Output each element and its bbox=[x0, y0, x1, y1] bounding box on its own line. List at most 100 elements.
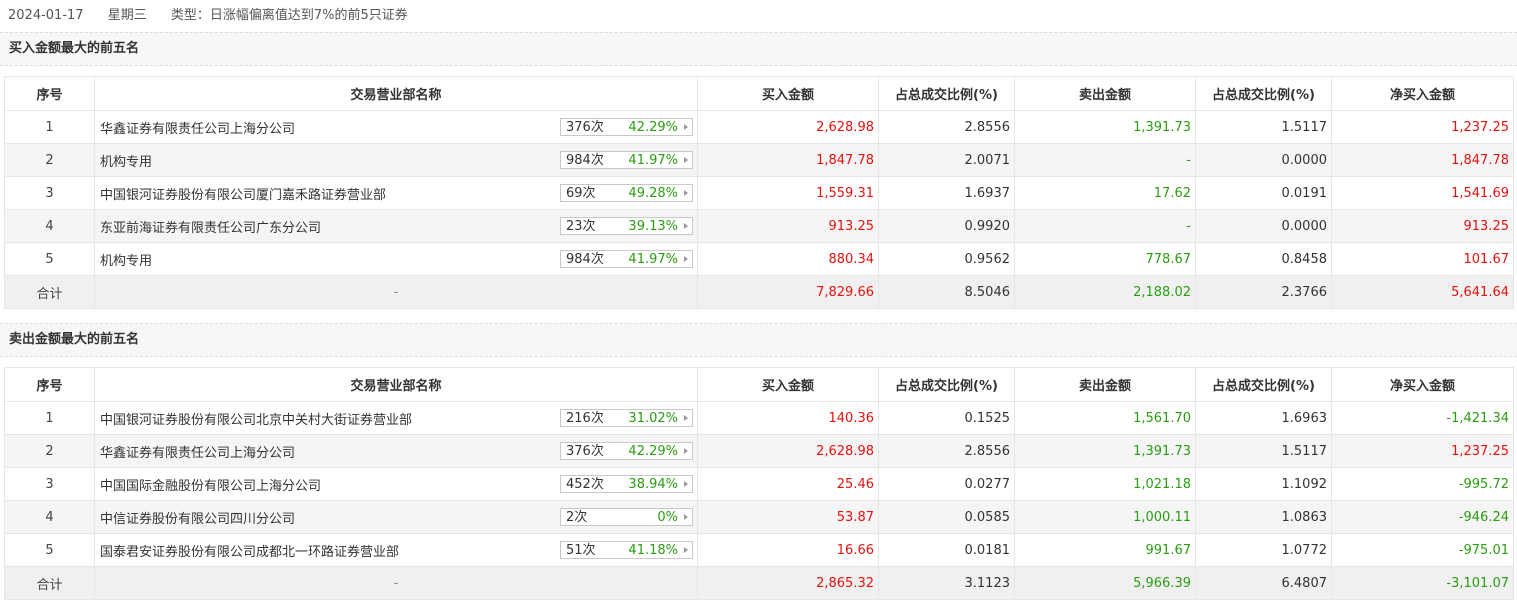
col-sell-ratio-header[interactable]: 占总成交比例(%) bbox=[1195, 76, 1332, 111]
dept-stat-button[interactable]: 452次 38.94% bbox=[560, 475, 693, 493]
sell-amount: 1,000.11 bbox=[1014, 500, 1196, 534]
table-header-row: 序号 交易营业部名称 买入金额 占总成交比例(%) 卖出金额 占总成交比例(%)… bbox=[4, 367, 1514, 402]
dept-name-link[interactable]: 中信证券股份有限公司四川分公司 bbox=[100, 511, 296, 527]
success-rate: 39.13% bbox=[628, 219, 678, 234]
net-amount: 1,237.25 bbox=[1331, 434, 1514, 468]
sell-ratio: 1.1092 bbox=[1195, 467, 1332, 501]
sell-amount: 778.67 bbox=[1014, 242, 1196, 276]
table-row: 3 中国国际金融股份有限公司上海分公司 452次 38.94% 25.46 0.0277 1… bbox=[4, 467, 1514, 501]
total-row: 合计 -7,829.66 8.5046 2,188.02 2.3766 5,641.64 bbox=[4, 275, 1514, 309]
dept-stat-button[interactable]: 376次 42.29% bbox=[560, 118, 693, 136]
col-buy-header[interactable]: 买入金额 bbox=[697, 367, 879, 402]
buy-top5-table: 序号 交易营业部名称 买入金额 占总成交比例(%) 卖出金额 占总成交比例(%)… bbox=[4, 76, 1514, 309]
row-index: 4 bbox=[4, 500, 95, 534]
sell-section-title: 卖出金额最大的前五名 bbox=[0, 323, 1517, 357]
sell-amount: 1,021.18 bbox=[1014, 467, 1196, 501]
buy-ratio: 2.0071 bbox=[878, 143, 1015, 177]
col-buy-ratio-header[interactable]: 占总成交比例(%) bbox=[878, 367, 1015, 402]
dept-name-link[interactable]: 中国国际金融股份有限公司上海分公司 bbox=[100, 478, 322, 494]
weekday: 星期三 bbox=[107, 8, 147, 23]
success-rate: 42.29% bbox=[628, 120, 678, 135]
net-amount: -1,421.34 bbox=[1331, 401, 1514, 435]
total-buy-ratio: 3.1123 bbox=[878, 566, 1015, 600]
sell-amount: 1,561.70 bbox=[1014, 401, 1196, 435]
buy-amount: 2,628.98 bbox=[697, 434, 879, 468]
triangle-right-icon bbox=[684, 124, 688, 130]
sell-ratio: 0.0191 bbox=[1195, 176, 1332, 210]
sell-ratio: 1.6963 bbox=[1195, 401, 1332, 435]
buy-amount: 2,628.98 bbox=[697, 110, 879, 144]
dept-stat-button[interactable]: 23次 39.13% bbox=[560, 217, 693, 235]
col-buy-ratio-header[interactable]: 占总成交比例(%) bbox=[878, 76, 1015, 111]
sell-amount: - bbox=[1014, 209, 1196, 243]
col-sell-header[interactable]: 卖出金额 bbox=[1014, 76, 1196, 111]
buy-ratio: 0.9920 bbox=[878, 209, 1015, 243]
table-header-row: 序号 交易营业部名称 买入金额 占总成交比例(%) 卖出金额 占总成交比例(%)… bbox=[4, 76, 1514, 111]
dept-stat-button[interactable]: 51次 41.18% bbox=[560, 541, 693, 559]
sell-ratio: 1.5117 bbox=[1195, 110, 1332, 144]
sell-amount: 1,391.73 bbox=[1014, 110, 1196, 144]
buy-ratio: 0.9562 bbox=[878, 242, 1015, 276]
appearance-count: 23次 bbox=[566, 219, 596, 234]
triangle-right-icon bbox=[684, 547, 688, 553]
table-row: 4 东亚前海证券有限责任公司广东分公司 23次 39.13% 913.25 0.9920-… bbox=[4, 209, 1514, 243]
dept-stat-button[interactable]: 376次 42.29% bbox=[560, 442, 693, 460]
dept-stat-button[interactable]: 984次 41.97% bbox=[560, 250, 693, 268]
row-index: 2 bbox=[4, 434, 95, 468]
row-index: 3 bbox=[4, 176, 95, 210]
net-amount: 913.25 bbox=[1331, 209, 1514, 243]
buy-amount: 1,847.78 bbox=[697, 143, 879, 177]
sell-amount: - bbox=[1014, 143, 1196, 177]
total-row: 合计 -2,865.32 3.1123 5,966.39 6.4807 -3,101.07 bbox=[4, 566, 1514, 600]
col-index-header: 序号 bbox=[4, 76, 95, 111]
triangle-right-icon bbox=[684, 223, 688, 229]
row-index: 3 bbox=[4, 467, 95, 501]
dept-stat-button[interactable]: 2次 0% bbox=[560, 508, 693, 526]
list-type: 类型：日涨幅偏离值达到7%的前5只证券 bbox=[170, 8, 408, 23]
col-net-header[interactable]: 净买入金额 bbox=[1331, 76, 1514, 111]
buy-amount: 16.66 bbox=[697, 533, 879, 567]
col-dept-header: 交易营业部名称 bbox=[94, 367, 698, 402]
buy-ratio: 0.0585 bbox=[878, 500, 1015, 534]
success-rate: 49.28% bbox=[628, 186, 678, 201]
appearance-count: 69次 bbox=[566, 186, 596, 201]
appearance-count: 51次 bbox=[566, 543, 596, 558]
dept-name-link[interactable]: 华鑫证券有限责任公司上海分公司 bbox=[100, 121, 296, 137]
dept-stat-button[interactable]: 984次 41.97% bbox=[560, 151, 693, 169]
dept-stat-button[interactable]: 216次 31.02% bbox=[560, 409, 693, 427]
buy-ratio: 2.8556 bbox=[878, 110, 1015, 144]
dept-cell: 中国银河证券股份有限公司北京中关村大街证券营业部 216次 31.02% bbox=[94, 401, 698, 435]
top-info-bar: 2024-01-17 星期三 类型：日涨幅偏离值达到7%的前5只证券 bbox=[0, 0, 1517, 32]
sell-ratio: 0.8458 bbox=[1195, 242, 1332, 276]
table-row: 2 华鑫证券有限责任公司上海分公司 376次 42.29% 2,628.98 2.8556… bbox=[4, 434, 1514, 468]
appearance-count: 376次 bbox=[566, 120, 604, 135]
col-sell-header[interactable]: 卖出金额 bbox=[1014, 367, 1196, 402]
net-amount: 1,847.78 bbox=[1331, 143, 1514, 177]
success-rate: 38.94% bbox=[628, 477, 678, 492]
net-amount: 1,237.25 bbox=[1331, 110, 1514, 144]
dept-name-link[interactable]: 国泰君安证券股份有限公司成都北一环路证券营业部 bbox=[100, 544, 400, 560]
dept-cell: 中信证券股份有限公司四川分公司 2次 0% bbox=[94, 500, 698, 534]
dept-name-link[interactable]: 东亚前海证券有限责任公司广东分公司 bbox=[100, 220, 322, 236]
table-row: 1 华鑫证券有限责任公司上海分公司 376次 42.29% 2,628.98 2.8556… bbox=[4, 110, 1514, 144]
total-dept: - bbox=[94, 275, 698, 309]
col-dept-header: 交易营业部名称 bbox=[94, 76, 698, 111]
row-index: 2 bbox=[4, 143, 95, 177]
success-rate: 41.18% bbox=[628, 543, 678, 558]
dept-stat-button[interactable]: 69次 49.28% bbox=[560, 184, 693, 202]
col-sell-ratio-header[interactable]: 占总成交比例(%) bbox=[1195, 367, 1332, 402]
total-buy-amount: 2,865.32 bbox=[697, 566, 879, 600]
sell-amount: 17.62 bbox=[1014, 176, 1196, 210]
dept-name-link[interactable]: 中国银河证券股份有限公司厦门嘉禾路证券营业部 bbox=[100, 187, 387, 203]
dept-name-link[interactable]: 机构专用 bbox=[100, 154, 153, 170]
buy-section-title: 买入金额最大的前五名 bbox=[0, 32, 1517, 66]
dept-name-link[interactable]: 机构专用 bbox=[100, 253, 153, 269]
dept-name-link[interactable]: 华鑫证券有限责任公司上海分公司 bbox=[100, 445, 296, 461]
row-index: 5 bbox=[4, 533, 95, 567]
dept-name-link[interactable]: 中国银河证券股份有限公司北京中关村大街证券营业部 bbox=[100, 412, 413, 428]
col-index-header: 序号 bbox=[4, 367, 95, 402]
col-buy-header[interactable]: 买入金额 bbox=[697, 76, 879, 111]
total-sell-ratio: 6.4807 bbox=[1195, 566, 1332, 600]
col-net-header[interactable]: 净买入金额 bbox=[1331, 367, 1514, 402]
success-rate: 41.97% bbox=[628, 153, 678, 168]
